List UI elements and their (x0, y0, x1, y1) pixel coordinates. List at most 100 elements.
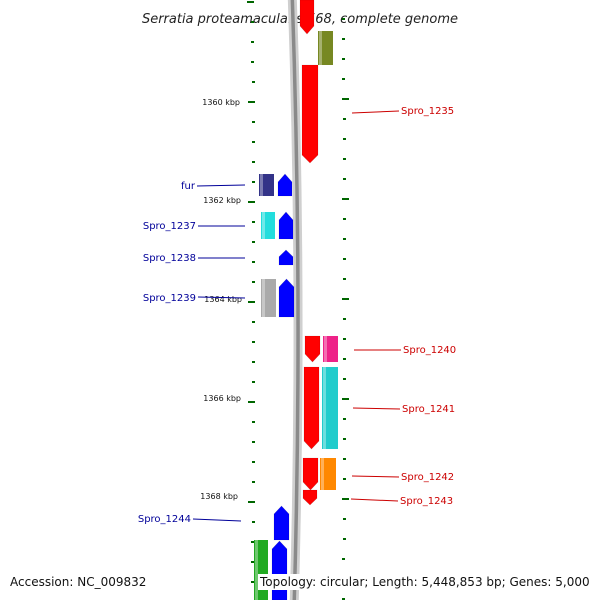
minor-tick (343, 438, 346, 440)
category-box-fur (259, 174, 274, 196)
minor-tick (251, 581, 254, 583)
forward-gene-arrow (277, 173, 293, 197)
major-tick (342, 198, 349, 200)
minor-tick (252, 281, 255, 283)
category-box-spro-1235-shine (319, 31, 322, 65)
minor-tick (342, 598, 345, 600)
forward-gene-arrow (278, 278, 295, 318)
minor-tick (343, 338, 346, 340)
minor-tick (343, 218, 346, 220)
minor-tick (252, 441, 255, 443)
minor-tick (343, 278, 346, 280)
minor-tick (343, 318, 346, 320)
minor-tick (252, 121, 255, 123)
category-box-spro-1242-shine (321, 458, 324, 490)
scale-label: 1368 kbp (200, 492, 238, 501)
category-box-spro-1235 (318, 31, 333, 65)
minor-tick (343, 458, 346, 460)
forward-gene-arrow (278, 211, 294, 240)
leader-line-fur (196, 184, 246, 187)
major-tick (248, 401, 255, 403)
minor-tick (343, 478, 346, 480)
minor-tick (251, 541, 254, 543)
minor-tick (252, 181, 255, 183)
minor-tick (343, 118, 346, 120)
minor-tick (342, 558, 345, 560)
scale-label: 1366 kbp (203, 394, 241, 403)
minor-tick (252, 241, 255, 243)
leader-line-spro-1244 (192, 518, 242, 522)
minor-tick (343, 358, 346, 360)
tick-marks: 1360 kbp 1362 kbp 1364 kbp 1366 kbp 1368 kbp (200, 1, 349, 600)
minor-tick (342, 78, 345, 80)
minor-tick (251, 21, 254, 23)
minor-tick (343, 138, 346, 140)
genome-stats-text: Topology: circular; Length: 5,448,853 bp… (258, 574, 592, 590)
major-tick (247, 1, 254, 3)
category-box-spro-1242 (320, 458, 336, 490)
gene-label-fur[interactable]: fur (181, 181, 196, 192)
minor-tick (252, 321, 255, 323)
minor-tick (252, 481, 255, 483)
minor-tick (252, 381, 255, 383)
minor-tick (252, 461, 255, 463)
gene-features (254, 0, 338, 600)
minor-tick (342, 58, 345, 60)
leader-line-spro-1239 (197, 296, 246, 299)
major-tick (342, 298, 349, 300)
reverse-gene-arrow (301, 64, 319, 164)
minor-tick (343, 378, 346, 380)
minor-tick (251, 41, 254, 43)
minor-tick (343, 158, 346, 160)
leader-line-spro-1242 (351, 475, 400, 478)
reverse-gene-arrow (302, 489, 318, 506)
minor-tick (343, 258, 346, 260)
gene-label-spro-1235[interactable]: Spro_1235 (401, 106, 454, 117)
minor-tick (343, 538, 346, 540)
major-tick (342, 498, 349, 500)
category-box-spro-1239-shine (262, 279, 265, 317)
leader-line-spro-1243 (350, 498, 399, 502)
minor-tick (252, 261, 255, 263)
major-tick (342, 98, 349, 100)
minor-tick (252, 81, 255, 83)
category-box-spro-1237-shine (262, 212, 265, 239)
major-tick (248, 301, 255, 303)
minor-tick (252, 341, 255, 343)
gene-label-spro-1244[interactable]: Spro_1244 (138, 514, 191, 525)
backbone (287, 0, 303, 600)
reverse-gene-arrow (303, 366, 320, 450)
category-box-spro-1244-shine (255, 540, 258, 600)
category-box-spro-1240-shine (324, 336, 327, 362)
gene-label-spro-1243[interactable]: Spro_1243 (400, 496, 453, 507)
major-tick (248, 201, 255, 203)
gene-label-spro-1240[interactable]: Spro_1240 (403, 345, 456, 356)
category-box-spro-1241 (322, 367, 338, 449)
scale-label: 1360 kbp (202, 98, 240, 107)
minor-tick (252, 141, 255, 143)
minor-tick (342, 18, 345, 20)
minor-tick (251, 561, 254, 563)
minor-tick (343, 518, 346, 520)
gene-label-spro-1241[interactable]: Spro_1241 (402, 404, 455, 415)
category-box-fur-shine (260, 174, 263, 196)
reverse-gene-arrow (299, 0, 315, 35)
major-tick (342, 398, 349, 400)
gene-label-spro-1242[interactable]: Spro_1242 (401, 472, 454, 483)
minor-tick (342, 38, 345, 40)
category-box-spro-1241-shine (323, 367, 326, 449)
category-box-spro-1240 (323, 336, 338, 362)
minor-tick (343, 418, 346, 420)
minor-tick (252, 421, 255, 423)
scale-label: 1362 kbp (203, 196, 241, 205)
category-box-spro-1237 (261, 212, 275, 239)
gene-label-spro-1239[interactable]: Spro_1239 (143, 293, 196, 304)
leader-line-spro-1235 (351, 110, 400, 114)
major-tick (248, 501, 255, 503)
minor-tick (343, 178, 346, 180)
minor-tick (252, 161, 255, 163)
gene-label-spro-1237[interactable]: Spro_1237 (143, 221, 196, 232)
gene-label-spro-1238[interactable]: Spro_1238 (143, 253, 196, 264)
minor-tick (252, 221, 255, 223)
